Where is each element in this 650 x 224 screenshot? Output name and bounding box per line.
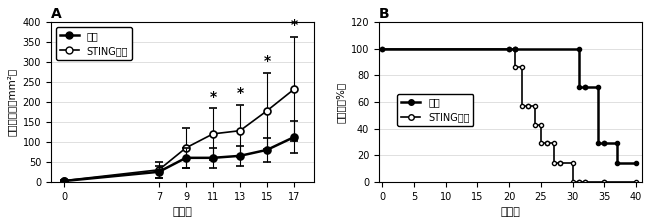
X-axis label: （日）: （日） [173, 207, 192, 217]
Legend: 正常, STING欠損: 正常, STING欠損 [397, 94, 473, 126]
Text: *: * [237, 86, 244, 100]
Y-axis label: 腫瘍サイズ（mm²）: 腫瘍サイズ（mm²） [7, 68, 17, 136]
Text: *: * [291, 18, 298, 32]
Text: B: B [379, 7, 389, 21]
Text: *: * [263, 54, 270, 68]
X-axis label: （日）: （日） [500, 207, 521, 217]
Text: *: * [209, 90, 216, 104]
Legend: 正常, STING欠損: 正常, STING欠損 [56, 27, 132, 60]
Y-axis label: 生存率（%）: 生存率（%） [335, 81, 345, 123]
Text: A: A [51, 7, 62, 21]
